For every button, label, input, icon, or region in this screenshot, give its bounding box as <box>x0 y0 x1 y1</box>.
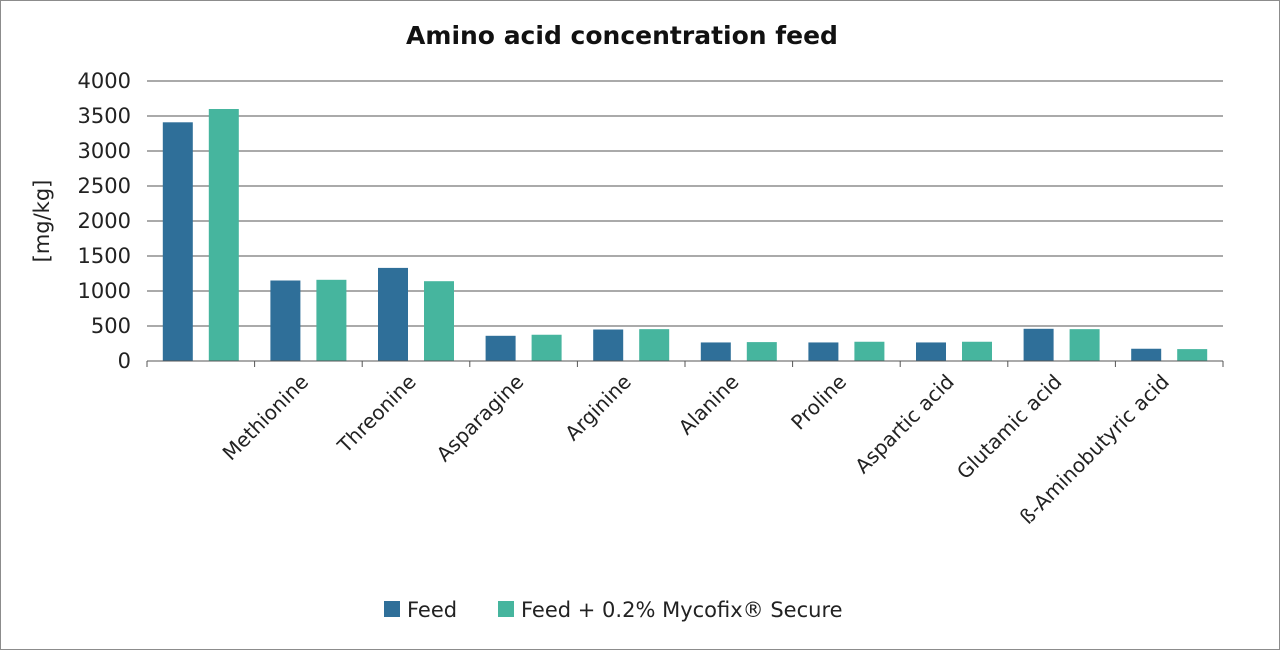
x-tick-label: Alanine <box>674 370 744 440</box>
bar-feed <box>485 335 516 361</box>
gridlines <box>147 80 1223 327</box>
y-tick-label: 3500 <box>78 104 131 128</box>
legend-swatch <box>498 601 514 617</box>
bar-feed-mycofix <box>962 341 992 361</box>
y-axis-label: [mg/kg] <box>30 180 54 263</box>
bar-feed-mycofix <box>746 342 777 361</box>
y-tick-label: 0 <box>118 349 131 373</box>
y-tick-label: 2000 <box>78 209 131 233</box>
bar-feed <box>593 329 624 361</box>
bar-feed <box>270 280 301 361</box>
bar-feed <box>1023 328 1054 361</box>
x-tick-label: Methionine <box>218 370 314 466</box>
bar-feed-mycofix <box>208 109 239 361</box>
chart-title: Amino acid concentration feed <box>406 21 838 50</box>
x-tick-label: Arginine <box>560 370 636 446</box>
bar-feed-mycofix <box>1177 349 1208 361</box>
bar-feed-mycofix <box>531 334 562 361</box>
bar-feed <box>808 342 839 361</box>
y-tick-label: 1500 <box>78 244 131 268</box>
y-tick-label: 4000 <box>78 69 131 93</box>
legend: Feed Feed + 0.2% Mycofix® Secure <box>384 598 843 622</box>
legend-label: Feed <box>407 598 457 622</box>
x-tick-label: Proline <box>786 370 851 435</box>
bar-feed <box>700 342 731 361</box>
y-axis-ticks: 0 500 1000 1500 2000 2500 3000 3500 4000 <box>78 69 131 373</box>
x-axis <box>146 360 1224 367</box>
y-tick-label: 500 <box>91 314 131 338</box>
bar-feed-mycofix <box>424 281 454 361</box>
bar-feed <box>162 122 193 361</box>
bar-feed <box>1131 348 1162 361</box>
y-tick-label: 1000 <box>78 279 131 303</box>
bar-feed <box>916 342 946 361</box>
bar-feed <box>378 267 408 361</box>
bars <box>162 109 1208 361</box>
x-tick-label: Aspartic acid <box>850 370 959 479</box>
x-axis-labels: Methionine Threonine Asparagine Arginine Ala… <box>218 370 1174 529</box>
x-tick-label: Glutamic acid <box>952 370 1066 484</box>
x-tick-label: Asparagine <box>432 370 529 467</box>
x-tick-label: Threonine <box>332 370 421 459</box>
legend-label: Feed + 0.2% Mycofix® Secure <box>521 598 843 622</box>
legend-swatch <box>384 601 400 617</box>
y-tick-label: 2500 <box>78 174 131 198</box>
bar-feed-mycofix <box>854 341 885 361</box>
bar-feed-mycofix <box>316 279 347 361</box>
y-tick-label: 3000 <box>78 139 131 163</box>
bar-feed-mycofix <box>639 329 670 361</box>
bar-feed-mycofix <box>1069 329 1100 361</box>
